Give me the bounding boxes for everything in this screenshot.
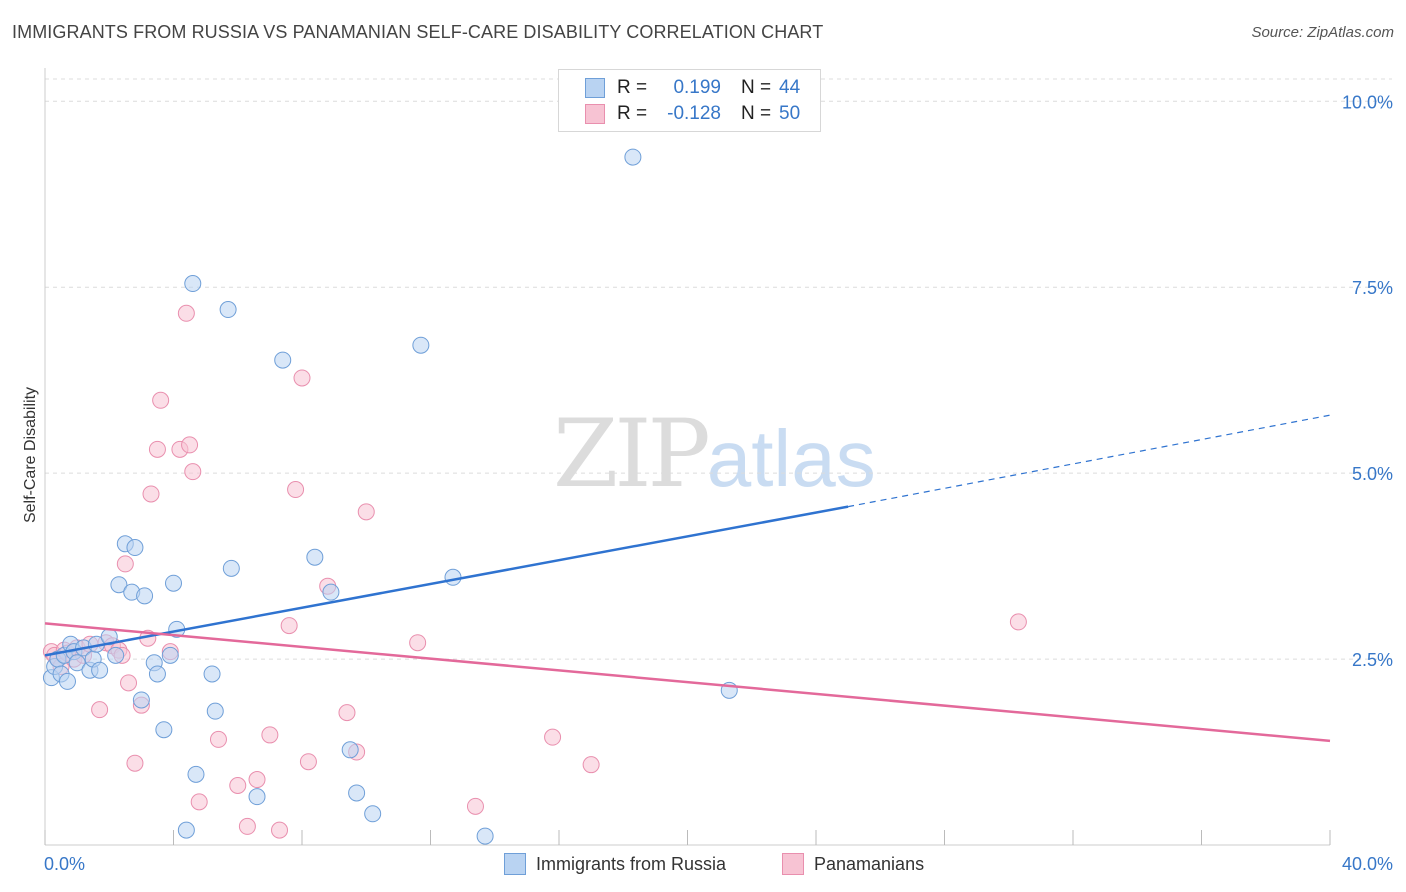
axes (44, 68, 1331, 846)
data-point-panamanians (280, 617, 298, 635)
legend-swatch-russia (585, 78, 605, 98)
legend-r-value: -0.128 (667, 103, 721, 124)
bottom-legend-panamanians: Panamanians (782, 851, 924, 877)
data-point-russia (412, 336, 430, 354)
correlation-legend: R = 0.199 N = 44 R = -0.128 N = 50 (558, 69, 821, 132)
series-russia-points (42, 148, 738, 845)
data-point-panamanians (177, 304, 195, 322)
legend-row-russia: R = 0.199 N = 44 (585, 75, 800, 101)
trend-lines (44, 414, 1331, 743)
data-point-panamanians (582, 756, 600, 774)
data-point-russia (184, 275, 202, 293)
legend-r-label: R = (617, 103, 648, 124)
legend-n-label: N = (741, 103, 772, 124)
data-point-panamanians (209, 730, 227, 748)
legend-swatch-panamanians (585, 104, 605, 124)
legend-row-panamanians: R = -0.128 N = 50 (585, 101, 800, 127)
data-point-panamanians (409, 634, 427, 652)
data-point-panamanians (181, 436, 199, 454)
data-point-russia (58, 672, 76, 690)
legend-n-value: 50 (779, 103, 801, 124)
data-point-panamanians (299, 753, 317, 771)
tick-labels: 2.5% 5.0% 7.5% 10.0% 0.0% 40.0% (44, 92, 1393, 874)
data-point-panamanians (148, 440, 166, 458)
data-point-russia (68, 654, 86, 672)
bottom-legend-swatch-panamanians (782, 853, 804, 875)
data-point-panamanians (116, 555, 134, 573)
data-point-russia (161, 646, 179, 664)
data-point-panamanians (238, 817, 256, 835)
trend-line-russia-extension (848, 414, 1331, 508)
x-tick-label: 0.0% (44, 854, 85, 874)
legend-n-value: 44 (779, 77, 801, 98)
data-point-russia (219, 301, 237, 319)
bottom-legend-label-panamanians: Panamanians (814, 853, 925, 874)
data-point-russia (187, 765, 205, 783)
data-point-panamanians (142, 485, 160, 503)
data-point-panamanians (248, 771, 266, 789)
data-point-russia (203, 665, 221, 683)
data-point-panamanians (287, 481, 305, 499)
data-point-russia (444, 568, 462, 586)
data-point-russia (248, 788, 266, 806)
data-point-panamanians (120, 674, 138, 692)
data-point-panamanians (293, 369, 311, 387)
data-point-russia (107, 646, 125, 664)
chart-title: IMMIGRANTS FROM RUSSIA VS PANAMANIAN SEL… (12, 22, 824, 42)
data-point-russia (91, 661, 109, 679)
y-tick-label: 5.0% (1352, 464, 1393, 484)
data-point-russia (306, 548, 324, 566)
legend-r-label: R = (617, 77, 648, 98)
data-point-russia (155, 721, 173, 739)
bottom-legend-label-russia: Immigrants from Russia (536, 853, 727, 874)
trend-line-panamanians (44, 622, 1331, 743)
data-point-russia (165, 574, 182, 592)
data-point-panamanians (126, 754, 144, 772)
y-tick-label: 2.5% (1352, 650, 1393, 670)
bottom-legend-swatch-russia (504, 853, 526, 875)
data-point-russia (148, 665, 166, 683)
data-point-panamanians (190, 793, 208, 811)
data-point-russia (274, 351, 292, 369)
y-axis-label: Self-Care Disability (22, 387, 39, 523)
y-tick-label: 10.0% (1342, 92, 1393, 112)
data-point-russia (126, 539, 144, 557)
source-label: Source: ZipAtlas.com (1251, 24, 1394, 41)
data-point-panamanians (229, 777, 247, 795)
data-point-russia (322, 583, 340, 601)
data-point-panamanians (544, 728, 562, 746)
data-point-russia (132, 691, 150, 709)
data-point-russia (476, 827, 494, 845)
data-point-russia (110, 576, 128, 594)
data-point-russia (136, 587, 154, 605)
data-point-russia (222, 559, 240, 577)
data-point-panamanians (338, 704, 356, 722)
legend-r-value: 0.199 (673, 77, 721, 98)
trend-line-russia (44, 505, 849, 657)
data-point-panamanians (357, 503, 375, 521)
data-point-panamanians (271, 821, 289, 839)
data-point-panamanians (466, 797, 484, 815)
data-point-russia (348, 784, 366, 802)
series-panamanians-points (42, 304, 1027, 839)
data-point-russia (206, 702, 224, 720)
data-point-panamanians (91, 701, 109, 719)
x-tick-label: 40.0% (1342, 854, 1393, 874)
data-point-panamanians (261, 726, 279, 744)
data-point-russia (177, 821, 195, 839)
data-point-russia (341, 741, 359, 759)
y-tick-label: 7.5% (1352, 278, 1393, 298)
data-point-russia (364, 805, 382, 823)
grid-lines (45, 78, 1392, 660)
data-point-panamanians (152, 391, 170, 409)
data-point-panamanians (1009, 613, 1027, 631)
bottom-legend-russia: Immigrants from Russia (504, 851, 726, 877)
data-point-panamanians (184, 463, 202, 481)
legend-n-label: N = (741, 77, 772, 98)
data-point-russia (624, 148, 642, 166)
